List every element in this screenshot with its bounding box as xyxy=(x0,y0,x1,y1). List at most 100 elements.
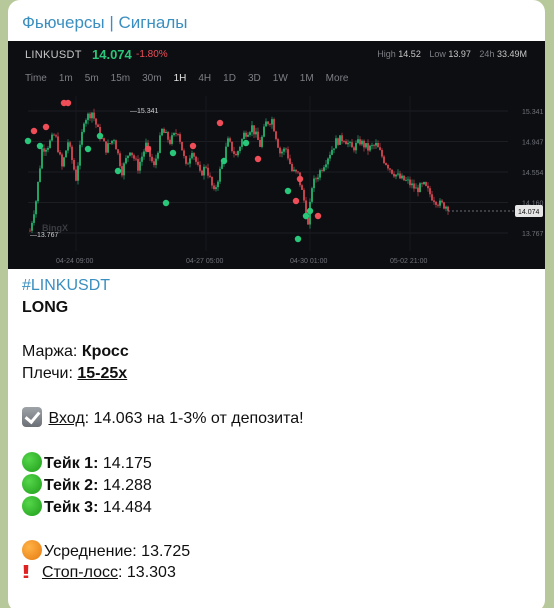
candle-body xyxy=(351,142,353,148)
entry-label: Вход xyxy=(48,410,85,427)
candle-body xyxy=(327,158,329,165)
take-1-value: 14.175 xyxy=(98,455,152,472)
candle-body xyxy=(107,143,109,153)
candle-body xyxy=(75,169,77,181)
candle-body xyxy=(105,141,107,153)
candle-body xyxy=(405,179,407,181)
candle-body xyxy=(167,131,169,140)
candle-body xyxy=(401,175,403,179)
candle-body xyxy=(35,201,37,215)
candle-body xyxy=(417,187,419,193)
candle-body xyxy=(139,161,141,171)
take-3-label: Тейк 3: xyxy=(44,499,99,516)
candle-body xyxy=(101,138,103,139)
candle-body xyxy=(355,142,357,151)
candle-body xyxy=(43,148,45,152)
candle-body xyxy=(83,123,85,132)
candle-body xyxy=(359,139,361,145)
candle-body xyxy=(257,131,259,140)
trade-marker xyxy=(242,139,250,147)
high-value: 14.52 xyxy=(398,49,421,59)
candle-body xyxy=(287,149,289,159)
average-line: Усреднение: 13.725 xyxy=(22,540,190,562)
chart-symbol: LINKUSDT xyxy=(25,49,82,61)
candle-body xyxy=(103,138,105,142)
timeframe-1m[interactable]: 1m xyxy=(58,73,73,84)
candle-body xyxy=(317,177,319,180)
candle-body xyxy=(273,119,275,132)
trade-marker xyxy=(96,132,104,140)
candle-body xyxy=(433,200,435,202)
candle-body xyxy=(95,118,97,125)
y-tick-label: 14.160 xyxy=(522,201,544,208)
candle-body xyxy=(227,138,229,147)
take-2-value: 14.288 xyxy=(98,477,152,494)
signal-tag[interactable]: #LINKUSDT xyxy=(22,277,111,294)
timeframe-5m[interactable]: 5m xyxy=(84,73,99,84)
candle-body xyxy=(397,173,399,175)
green-circle-icon xyxy=(22,496,42,516)
margin-line: Маржа: Кросс xyxy=(22,342,129,362)
candle-body xyxy=(233,151,235,154)
candle-body xyxy=(279,147,281,154)
candle-body xyxy=(165,131,167,133)
timeframe-more[interactable]: More xyxy=(325,73,349,84)
candle-body xyxy=(197,161,199,165)
candle-body xyxy=(281,151,283,154)
green-circle-icon xyxy=(22,452,42,472)
candle-body xyxy=(79,144,81,166)
candle-body xyxy=(171,135,173,144)
candle-body xyxy=(407,179,409,181)
candle-body xyxy=(57,136,59,153)
candle-body xyxy=(389,168,391,170)
candle-body xyxy=(329,154,331,159)
timeframe-1w[interactable]: 1W xyxy=(272,73,288,84)
channel-title[interactable]: Фьючерсы | Сигналы xyxy=(22,13,188,32)
candle-body xyxy=(51,134,53,141)
candle-body xyxy=(189,158,191,164)
candle-body xyxy=(421,183,423,185)
last-price-tag xyxy=(515,205,543,217)
timeframe-1m[interactable]: 1M xyxy=(299,73,314,84)
candle-body xyxy=(395,174,397,177)
signal-direction: LONG xyxy=(22,299,69,316)
candle-body xyxy=(237,151,239,156)
candle-body xyxy=(135,158,137,160)
candle-body xyxy=(375,142,377,146)
candle-body xyxy=(37,181,39,202)
candle-body xyxy=(313,178,315,189)
trade-marker xyxy=(84,145,92,153)
candle-body xyxy=(373,145,375,147)
candle-body xyxy=(191,153,193,159)
candle-body xyxy=(427,185,429,189)
candle-body xyxy=(179,134,181,142)
candle-body xyxy=(283,148,285,152)
timeframe-time[interactable]: Time xyxy=(25,73,47,84)
candle-body xyxy=(441,200,443,203)
candle-body xyxy=(431,194,433,201)
candle-body xyxy=(369,145,371,151)
candle-body xyxy=(71,146,73,160)
timeframe-30m[interactable]: 30m xyxy=(142,73,162,84)
timeframe-bar: Time 1m 5m 15m 30m 1H 4H 1D 3D 1W 1M More xyxy=(25,73,360,84)
peak-label: —15.341 xyxy=(130,108,159,115)
price-chart[interactable]: 15.341 14.947 14.554 14.160 13.767 04-24 09:0… xyxy=(8,41,545,269)
message-bubble: Фьючерсы | Сигналы 15.341 14.947 14.554 14.… xyxy=(8,0,545,608)
candle-body xyxy=(187,163,189,165)
candle-body xyxy=(147,142,149,147)
stop-line: !! Стоп-лосс: 13.303 xyxy=(22,562,176,583)
candle-body xyxy=(131,152,133,156)
candle-body xyxy=(335,138,337,149)
timeframe-15m[interactable]: 15m xyxy=(110,73,131,84)
candle-body xyxy=(393,173,395,177)
candle-body xyxy=(345,141,347,145)
candle-body xyxy=(115,140,117,150)
timeframe-1h[interactable]: 1H xyxy=(173,73,187,84)
timeframe-1d[interactable]: 1D xyxy=(223,73,236,84)
candle-body xyxy=(429,188,431,195)
trade-marker xyxy=(306,207,314,215)
trade-marker xyxy=(114,167,122,175)
x-tick-label: 05-02 21:00 xyxy=(390,258,427,265)
timeframe-4h[interactable]: 4H xyxy=(198,73,212,84)
timeframe-3d[interactable]: 3D xyxy=(247,73,261,84)
